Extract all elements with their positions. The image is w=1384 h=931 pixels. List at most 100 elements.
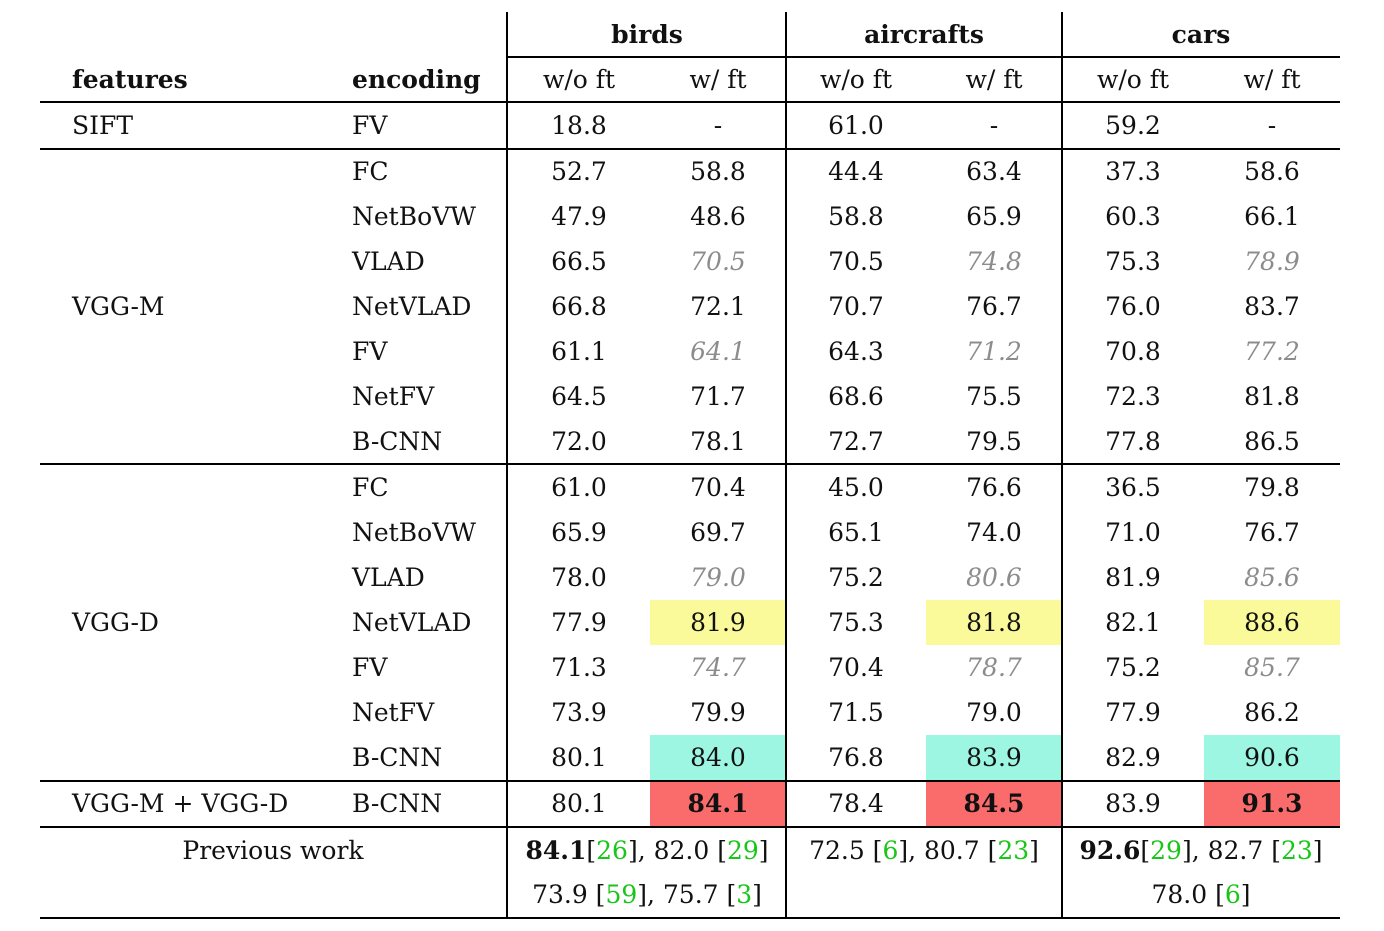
- table-cell: 76.6: [966, 473, 1022, 502]
- previous-work-text: 73.9 [: [532, 880, 606, 909]
- previous-work-aircrafts: 72.5 [6], 80.7 [23]: [786, 828, 1062, 873]
- previous-work-cars: 78.0 [6]: [1062, 872, 1340, 917]
- table-cell: 66.5: [551, 247, 607, 276]
- citation-link[interactable]: 6: [1224, 880, 1241, 909]
- table-cell: 69.7: [690, 518, 746, 547]
- citation-link[interactable]: 59: [605, 880, 638, 909]
- table-cell: 79.9: [690, 698, 746, 727]
- table-cell: 18.8: [551, 111, 607, 140]
- row-features-label: VGG-M + VGG-D: [72, 789, 289, 818]
- table-cell: 78.0: [551, 563, 607, 592]
- table-cell: 82.9: [1105, 743, 1161, 772]
- table-cell: 80.1: [551, 743, 607, 772]
- table-cell: 76.8: [828, 743, 884, 772]
- table-cell: 83.9: [926, 735, 1062, 780]
- table-cell: 78.9: [1244, 247, 1300, 276]
- table-cell: 70.5: [828, 247, 884, 276]
- table-cell: 71.3: [551, 653, 607, 682]
- citation-link[interactable]: 29: [1150, 836, 1182, 865]
- table-cell: 65.9: [551, 518, 607, 547]
- table-cell: 76.7: [966, 292, 1022, 321]
- row-features-label: VGG-D: [72, 608, 159, 637]
- citation-link[interactable]: 6: [882, 836, 899, 865]
- rule-horizontal: [40, 826, 1340, 828]
- table-cell: 65.1: [828, 518, 884, 547]
- row-encoding-label: NetFV: [352, 698, 435, 727]
- table-cell: 73.9: [551, 698, 607, 727]
- previous-work-label: Previous work: [182, 836, 364, 865]
- table-cell: 81.8: [926, 600, 1062, 645]
- header-subcol: w/o ft: [1096, 65, 1170, 94]
- row-encoding-label: B-CNN: [352, 427, 443, 456]
- table-cell: 74.0: [966, 518, 1022, 547]
- rule-horizontal: [40, 917, 1340, 919]
- table-cell: 81.9: [1105, 563, 1161, 592]
- table-cell: -: [989, 111, 999, 140]
- table-cell: 85.6: [1244, 563, 1300, 592]
- previous-work-text: 84.1: [525, 836, 587, 865]
- previous-work-text: ]: [1240, 880, 1251, 909]
- citation-link[interactable]: 26: [596, 836, 628, 865]
- table-cell: 78.1: [690, 427, 746, 456]
- table-cell: 75.3: [1105, 247, 1161, 276]
- table-cell: 60.3: [1105, 202, 1161, 231]
- table-cell: 77.9: [1105, 698, 1161, 727]
- table-cell: 70.8: [1105, 337, 1161, 366]
- table-cell: 86.5: [1244, 427, 1300, 456]
- table-cell: 58.8: [690, 157, 746, 186]
- row-encoding-label: FV: [352, 653, 388, 682]
- table-cell: 58.8: [828, 202, 884, 231]
- row-encoding-label: FC: [352, 157, 389, 186]
- previous-work-birds: 84.1 [26], 82.0 [29]: [508, 828, 786, 873]
- table-cell: 70.4: [690, 473, 746, 502]
- table-cell: 79.5: [966, 427, 1022, 456]
- table-cell: 66.1: [1244, 202, 1300, 231]
- previous-work-birds: 73.9 [59], 75.7 [3]: [508, 872, 786, 917]
- table-cell: 58.6: [1244, 157, 1300, 186]
- header-group-cars: cars: [1171, 20, 1231, 49]
- rule-vertical: [785, 12, 787, 918]
- row-features-label: VGG-M: [72, 292, 165, 321]
- previous-work-text: ], 82.0 [: [627, 836, 727, 865]
- rule-vertical: [1061, 12, 1063, 918]
- previous-work-cars: 92.6 [29], 82.7 [23]: [1062, 828, 1340, 873]
- table-cell: 71.0: [1105, 518, 1161, 547]
- table-cell: 36.5: [1105, 473, 1161, 502]
- previous-work-text: ]: [758, 836, 769, 865]
- table-cell: 79.8: [1244, 473, 1300, 502]
- row-encoding-label: FV: [352, 111, 388, 140]
- table-cell: 61.1: [551, 337, 607, 366]
- previous-work-text: ]: [752, 880, 762, 909]
- table-cell: 75.2: [828, 563, 884, 592]
- table-cell: 45.0: [828, 473, 884, 502]
- table-cell: 82.1: [1105, 608, 1161, 637]
- table-cell: 79.0: [690, 563, 746, 592]
- rule-horizontal: [40, 780, 1340, 782]
- previous-work-text: 72.5 [: [809, 836, 883, 865]
- table-cell: 75.5: [966, 382, 1022, 411]
- table-cell: 71.7: [690, 382, 746, 411]
- table-cell: 71.2: [966, 337, 1022, 366]
- citation-link[interactable]: 29: [726, 836, 759, 865]
- table-cell: 91.3: [1204, 781, 1340, 826]
- previous-work-text: 78.0 [: [1151, 880, 1225, 909]
- table-cell: 61.0: [551, 473, 607, 502]
- previous-work-text: ], 82.7 [: [1181, 836, 1281, 865]
- table-cell: 70.5: [690, 247, 746, 276]
- table-cell: 63.4: [966, 157, 1022, 186]
- citation-link[interactable]: 23: [997, 836, 1030, 865]
- row-encoding-label: FV: [352, 337, 388, 366]
- table-cell: 64.1: [690, 337, 746, 366]
- rule-aircrafts: [787, 56, 1062, 58]
- table-cell: 77.8: [1105, 427, 1161, 456]
- table-cell: 70.7: [828, 292, 884, 321]
- row-encoding-label: NetVLAD: [352, 608, 472, 637]
- table-cell: -: [1267, 111, 1277, 140]
- header-group-birds: birds: [611, 20, 683, 49]
- citation-link[interactable]: 23: [1280, 836, 1313, 865]
- citation-link[interactable]: 3: [736, 880, 753, 909]
- table-cell: 72.1: [690, 292, 746, 321]
- header-encoding: encoding: [352, 65, 481, 94]
- previous-work-text: ]: [1312, 836, 1323, 865]
